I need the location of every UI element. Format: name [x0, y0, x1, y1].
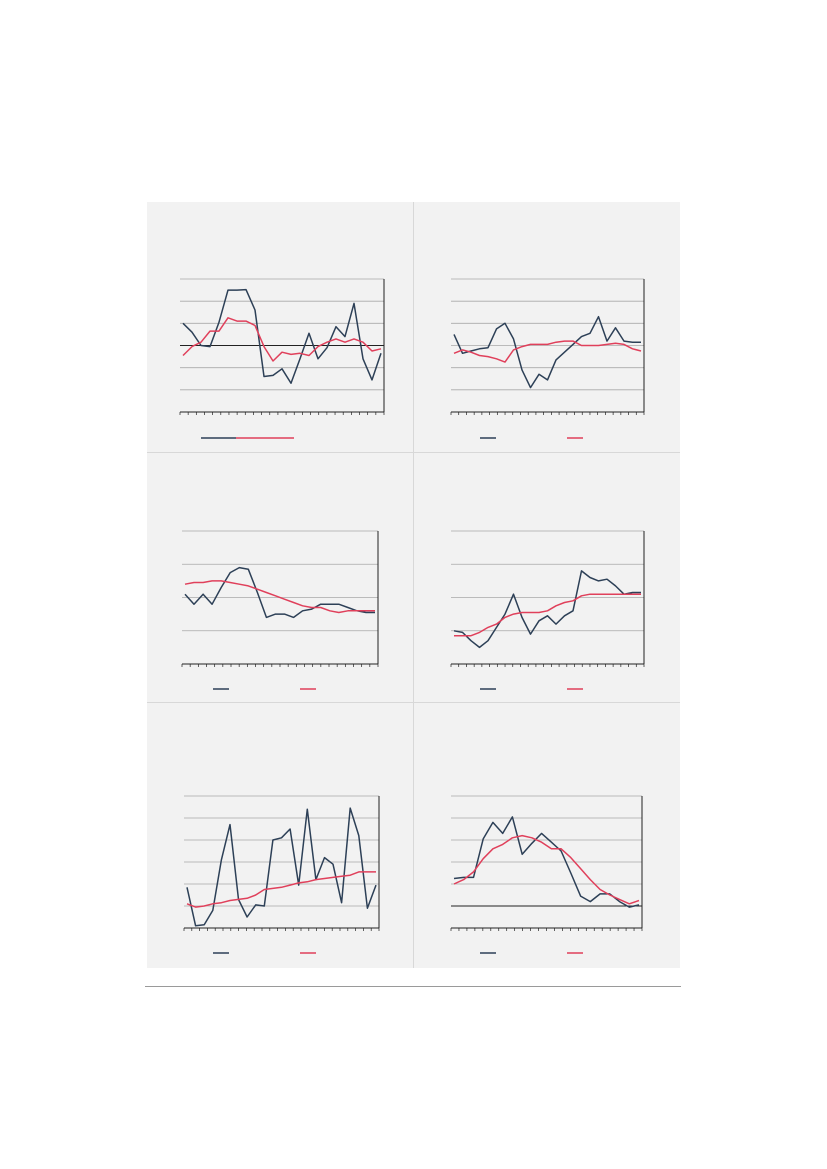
series-a-line [453, 570, 641, 649]
series-b-line [454, 593, 641, 637]
row-divider-2 [147, 702, 680, 703]
chart-5-svg [183, 795, 380, 954]
chart-panel-5 [147, 703, 413, 958]
series-a-line [182, 288, 382, 384]
chart-panel-6 [414, 703, 680, 958]
chart-panel-4 [414, 453, 680, 708]
chart-1-svg [179, 278, 385, 439]
row-divider-1 [147, 452, 680, 453]
chart-6-svg [450, 795, 643, 954]
series-a-line [453, 315, 641, 389]
chart-4-svg [450, 530, 645, 690]
series-b-line [182, 317, 382, 362]
series-b-line [186, 871, 376, 908]
series-a-line [184, 566, 375, 619]
chart-panel-1 [147, 202, 413, 457]
footer-rule [145, 986, 681, 987]
chart-panel-2 [414, 202, 680, 457]
series-a-line [186, 807, 377, 927]
series-b-line [184, 580, 375, 614]
chart-3-svg [181, 530, 379, 690]
chart-2-svg [450, 278, 645, 439]
chart-grid [147, 202, 680, 968]
column-divider [413, 202, 414, 968]
series-b-line [453, 340, 642, 363]
series-b-line [453, 834, 640, 905]
chart-panel-3 [147, 453, 413, 708]
